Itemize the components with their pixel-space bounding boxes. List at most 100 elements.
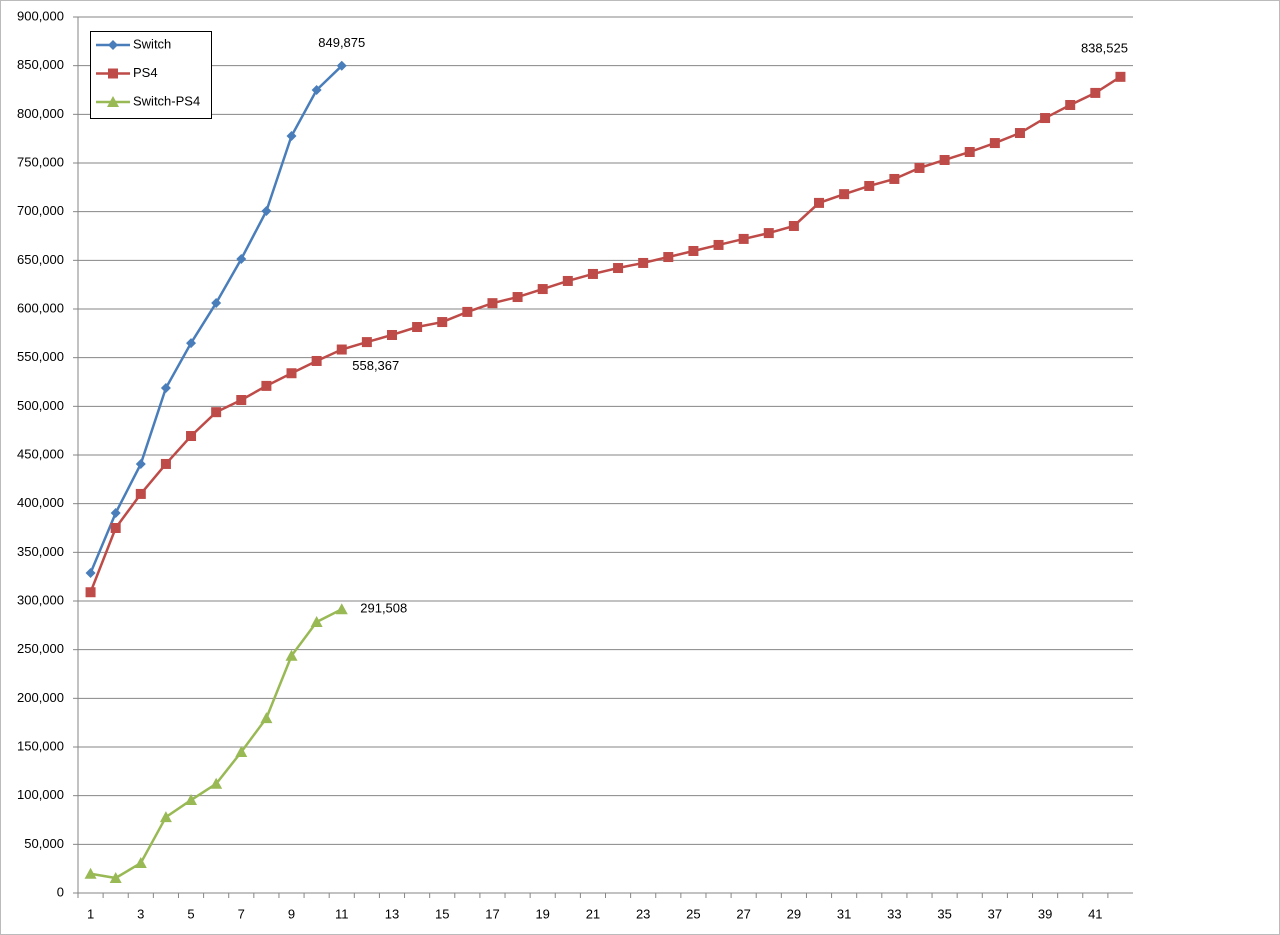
data-point [286, 368, 297, 379]
x-tick-label: 11 [335, 906, 349, 921]
data-point [412, 322, 423, 333]
data-point [487, 298, 498, 309]
data-point [763, 228, 774, 239]
legend-label: Switch [133, 36, 171, 51]
data-point [663, 252, 674, 263]
y-tick-label: 650,000 [17, 252, 64, 267]
x-tick-label: 33 [887, 906, 901, 921]
data-point [839, 189, 850, 200]
data-point [989, 138, 1000, 149]
data-point [335, 603, 348, 615]
y-tick-label: 750,000 [17, 154, 64, 169]
data-point [336, 60, 347, 71]
data-point [261, 205, 272, 216]
data-point [914, 162, 925, 173]
data-point [135, 488, 146, 499]
x-tick-label: 9 [288, 906, 295, 921]
data-point [939, 154, 950, 165]
data-point [311, 355, 322, 366]
data-point [964, 147, 975, 158]
data-label: 838,525 [1081, 40, 1128, 55]
data-point [311, 85, 322, 95]
data-point [462, 306, 473, 317]
data-point [512, 292, 523, 303]
data-point [185, 794, 198, 806]
x-tick-label: 37 [988, 906, 1002, 921]
data-label: 558,367 [352, 358, 399, 373]
data-point [85, 567, 96, 578]
legend-marker [108, 68, 118, 79]
y-tick-label: 350,000 [17, 544, 64, 559]
data-point [864, 180, 875, 191]
data-point [1014, 128, 1025, 139]
data-point [713, 239, 724, 250]
x-tick-label: 35 [937, 906, 951, 921]
data-point [587, 268, 598, 279]
data-point [688, 245, 699, 256]
data-point [537, 284, 548, 295]
legend-marker [107, 96, 119, 107]
data-point [310, 616, 323, 628]
x-tick-label: 19 [535, 906, 549, 921]
data-point [110, 523, 121, 533]
data-point [186, 338, 197, 349]
data-point [286, 131, 297, 142]
x-tick-label: 39 [1038, 906, 1052, 921]
data-point [135, 458, 146, 469]
x-tick-label: 25 [686, 906, 700, 921]
x-tick-label: 41 [1088, 906, 1102, 921]
data-point [160, 458, 171, 469]
x-tick-label: 3 [137, 906, 144, 921]
data-point [110, 508, 121, 519]
data-point [235, 745, 248, 757]
y-tick-label: 800,000 [17, 106, 64, 121]
y-tick-label: 250,000 [17, 641, 64, 656]
data-point [437, 317, 448, 328]
x-tick-label: 27 [736, 906, 750, 921]
data-point [109, 872, 122, 884]
x-tick-label: 5 [187, 906, 194, 921]
data-point [85, 587, 96, 598]
y-tick-label: 400,000 [17, 495, 64, 510]
data-point [134, 857, 147, 869]
data-point [210, 777, 223, 789]
y-tick-label: 850,000 [17, 57, 64, 72]
y-tick-label: 100,000 [17, 787, 64, 802]
x-tick-label: 17 [485, 906, 499, 921]
data-point [814, 197, 825, 208]
data-point [738, 233, 749, 244]
data-point [236, 395, 247, 406]
y-tick-label: 200,000 [17, 690, 64, 705]
data-point [889, 173, 900, 184]
data-point [211, 297, 222, 308]
y-tick-label: 450,000 [17, 446, 64, 461]
y-tick-label: 900,000 [17, 8, 64, 23]
data-point [236, 253, 247, 264]
x-tick-label: 29 [787, 906, 801, 921]
y-tick-label: 50,000 [24, 836, 64, 851]
data-point [261, 380, 272, 391]
data-point [386, 329, 397, 340]
x-tick-label: 13 [385, 906, 399, 921]
y-tick-label: 0 [57, 884, 64, 899]
legend-label: Switch-PS4 [133, 93, 200, 108]
data-point [788, 220, 799, 231]
data-point [1040, 113, 1051, 124]
y-tick-label: 600,000 [17, 300, 64, 315]
data-point [186, 431, 197, 442]
data-point [336, 344, 347, 355]
data-point [1115, 71, 1126, 82]
legend-marker [108, 40, 118, 50]
y-tick-label: 500,000 [17, 398, 64, 413]
data-point [211, 407, 222, 418]
data-point [160, 383, 171, 394]
data-point [1065, 99, 1076, 110]
y-tick-label: 550,000 [17, 349, 64, 364]
data-label: 291,508 [360, 601, 407, 616]
data-point [84, 867, 97, 879]
y-tick-label: 300,000 [17, 592, 64, 607]
data-point [361, 337, 372, 348]
legend: Switch PS4 Switch-PS4 [90, 31, 212, 119]
